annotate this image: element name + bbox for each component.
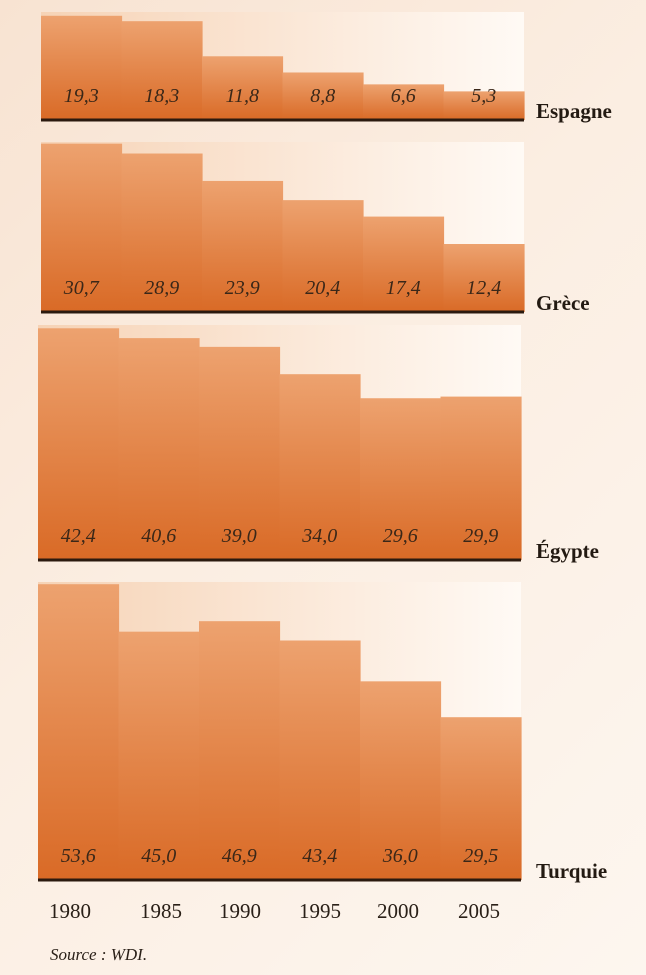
panel-grece: 30,7 28,9 23,9 20,4 17,4 12,4 Grèce xyxy=(41,142,590,315)
bar-espagne-1990 xyxy=(202,56,284,120)
bar-turquie-1990 xyxy=(199,621,281,880)
bar-espagne-2005 xyxy=(443,91,525,120)
value-label: 29,5 xyxy=(463,845,498,867)
panel-egypte: 42,4 40,6 39,0 34,0 29,6 29,9 Égypte xyxy=(38,325,599,563)
value-label: 36,0 xyxy=(382,845,418,867)
value-label: 19,3 xyxy=(64,85,99,107)
value-label: 20,4 xyxy=(305,277,340,299)
value-label: 11,8 xyxy=(225,85,259,107)
year-tick-label: 1995 xyxy=(299,899,341,923)
value-label: 29,9 xyxy=(463,525,498,547)
value-label: 40,6 xyxy=(141,525,176,547)
value-label: 5,3 xyxy=(471,85,496,107)
value-label: 29,6 xyxy=(383,525,418,547)
value-label: 28,9 xyxy=(144,277,179,299)
value-label: 39,0 xyxy=(221,525,257,547)
value-label: 34,0 xyxy=(301,525,337,547)
bar-espagne-1995 xyxy=(282,72,364,120)
year-tick-label: 2000 xyxy=(377,899,419,923)
year-tick-label: 2005 xyxy=(458,899,500,923)
value-label: 53,6 xyxy=(61,845,96,867)
value-label: 18,3 xyxy=(144,85,179,107)
bar-grece-1980 xyxy=(41,143,123,312)
value-label: 17,4 xyxy=(386,277,421,299)
value-label: 6,6 xyxy=(391,85,416,107)
year-tick-label: 1990 xyxy=(219,899,261,923)
value-label: 23,9 xyxy=(225,277,260,299)
panel-turquie: 53,6 45,0 46,9 43,4 36,0 29,5 Turquie xyxy=(38,582,607,883)
value-label: 8,8 xyxy=(310,85,335,107)
bar-espagne-1985 xyxy=(121,21,203,120)
country-label-egypte: Égypte xyxy=(536,539,599,563)
value-label: 43,4 xyxy=(302,845,337,867)
bar-egypte-1980 xyxy=(38,328,120,560)
year-tick-label: 1985 xyxy=(140,899,182,923)
bar-turquie-2005 xyxy=(440,717,522,880)
bar-turquie-2000 xyxy=(360,681,442,880)
year-tick-label: 1980 xyxy=(49,899,91,923)
bar-grece-1985 xyxy=(121,153,203,312)
country-label-grece: Grèce xyxy=(536,291,590,315)
bar-turquie-1995 xyxy=(279,640,361,880)
country-label-turquie: Turquie xyxy=(536,859,607,883)
bar-turquie-1985 xyxy=(118,631,200,880)
bar-espagne-2000 xyxy=(363,84,445,120)
bar-grece-2000 xyxy=(363,216,445,312)
value-label: 46,9 xyxy=(222,845,257,867)
value-label: 45,0 xyxy=(141,845,176,867)
bar-turquie-1980 xyxy=(38,584,120,880)
panel-espagne: 19,3 18,3 11,8 8,8 6,6 5,3 Espagne xyxy=(41,12,612,123)
value-label: 12,4 xyxy=(466,277,501,299)
bar-egypte-2005 xyxy=(440,396,522,560)
bar-egypte-1990 xyxy=(199,346,281,560)
source-note: Source : WDI. xyxy=(50,945,148,964)
bar-grece-1995 xyxy=(282,200,364,312)
bar-espagne-1980 xyxy=(41,15,123,121)
country-label-espagne: Espagne xyxy=(536,99,612,123)
value-label: 30,7 xyxy=(63,277,100,299)
bar-egypte-2000 xyxy=(360,398,442,560)
bar-grece-1990 xyxy=(202,180,284,312)
value-label: 42,4 xyxy=(61,525,96,547)
bar-egypte-1995 xyxy=(279,374,361,560)
bar-egypte-1985 xyxy=(118,338,200,560)
bar-grece-2005 xyxy=(443,244,525,312)
